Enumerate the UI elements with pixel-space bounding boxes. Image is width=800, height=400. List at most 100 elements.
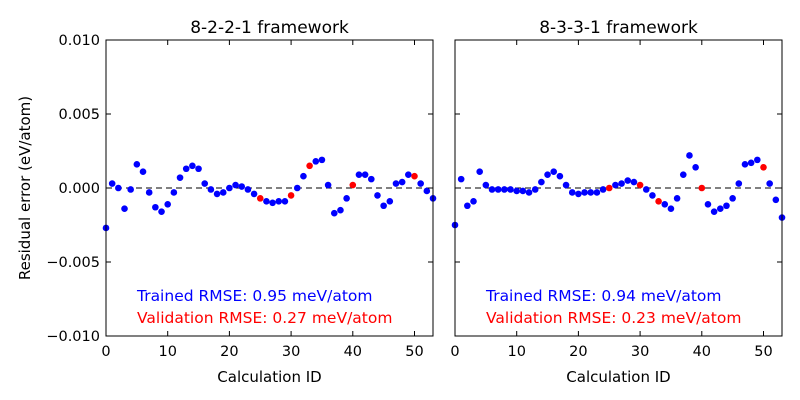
trained-point <box>488 186 496 193</box>
right-x-tick-label: 10 <box>507 344 525 360</box>
trained-point <box>417 180 424 187</box>
trained-point <box>343 195 350 202</box>
left-y-tick-label: −0.005 <box>46 255 100 271</box>
trained-point <box>562 181 570 189</box>
left-x-tick-label: 40 <box>344 344 362 360</box>
validation-point <box>306 162 313 170</box>
trained-point <box>568 189 576 196</box>
left-panel-title: 8-2-2-1 framework <box>190 18 349 38</box>
trained-point <box>170 189 178 196</box>
trained-point <box>269 199 276 207</box>
right-plot-frame <box>454 39 783 337</box>
trained-point <box>599 186 607 193</box>
right-x-tick-label: 50 <box>754 344 772 360</box>
trained-point <box>312 158 320 165</box>
trained-point <box>368 175 375 183</box>
trained-point <box>133 161 141 168</box>
trained-point <box>476 168 483 176</box>
trained-point <box>587 189 595 196</box>
trained-point <box>692 163 699 171</box>
trained-point <box>293 184 301 192</box>
validation-point <box>349 181 357 189</box>
trained-point <box>232 181 239 189</box>
trained-point <box>281 198 289 205</box>
trained-point <box>189 162 196 170</box>
trained-point <box>145 189 153 196</box>
left-x-tick-label: 10 <box>158 344 176 360</box>
right-x-tick-label: 20 <box>569 344 587 360</box>
trained-point <box>556 172 564 180</box>
left-y-tick-label: −0.010 <box>46 329 100 345</box>
trained-point <box>263 198 270 205</box>
left-x-tick-label: 0 <box>101 344 110 360</box>
right-trained-rmse: Trained RMSE: 0.94 meV/atom <box>485 287 721 305</box>
trained-point <box>457 175 465 183</box>
trained-point <box>525 189 533 196</box>
trained-point <box>470 198 477 205</box>
trained-point <box>182 165 190 173</box>
right-x-tick-label: 30 <box>631 344 649 360</box>
trained-point <box>550 168 558 176</box>
trained-point <box>723 202 730 210</box>
trained-point <box>754 156 761 164</box>
trained-point <box>318 156 326 164</box>
trained-point <box>195 165 202 173</box>
left-panel: 8-2-2-1 framework 0 10 20 30 40 50 −0.010 −0.00… <box>46 18 437 386</box>
trained-point <box>330 209 338 217</box>
validation-point <box>760 163 767 171</box>
left-y-tick-label: 0.000 <box>58 181 100 197</box>
left-x-tick-label: 30 <box>282 344 300 360</box>
trained-point <box>642 186 650 193</box>
left-plot-frame <box>105 39 434 337</box>
trained-point <box>464 202 471 210</box>
trained-point <box>250 190 258 198</box>
trained-point <box>219 189 227 196</box>
validation-point <box>411 172 418 180</box>
trained-point <box>176 174 184 181</box>
validation-point <box>605 184 613 192</box>
trained-point <box>380 202 387 210</box>
trained-point <box>337 206 344 214</box>
right-validation-rmse: Validation RMSE: 0.23 meV/atom <box>486 309 741 327</box>
trained-point <box>661 200 669 208</box>
trained-point <box>139 168 147 176</box>
validation-point <box>287 192 295 199</box>
trained-point <box>374 192 381 199</box>
trained-point <box>612 181 619 189</box>
trained-point <box>158 208 165 215</box>
left-data-points <box>102 156 437 232</box>
trained-point <box>531 186 539 193</box>
validation-point <box>655 198 662 205</box>
trained-point <box>618 180 625 187</box>
trained-point <box>710 208 718 215</box>
trained-point <box>729 195 736 202</box>
trained-point <box>207 186 215 193</box>
trained-point <box>398 178 406 186</box>
left-x-axis-label: Calculation ID <box>217 368 321 386</box>
trained-point <box>121 205 128 213</box>
right-panel-title: 8-3-3-1 framework <box>539 18 698 38</box>
trained-point <box>593 189 601 196</box>
trained-point <box>673 195 681 202</box>
trained-point <box>513 187 520 195</box>
trained-point <box>244 186 252 193</box>
left-axis-ticks: 0 10 20 30 40 50 −0.010 −0.005 0.000 0.005 0.010 <box>46 33 433 360</box>
right-x-axis-label: Calculation ID <box>566 368 670 386</box>
trained-point <box>324 181 332 189</box>
validation-point <box>256 195 264 202</box>
left-x-tick-label: 20 <box>220 344 238 360</box>
validation-point <box>698 184 706 192</box>
left-y-tick-label: 0.010 <box>58 33 100 49</box>
trained-point <box>164 200 171 208</box>
trained-point <box>275 198 283 205</box>
trained-point <box>544 171 551 178</box>
right-axis-ticks: 0 10 20 30 40 50 <box>450 39 782 360</box>
trained-point <box>735 180 743 187</box>
trained-point <box>386 198 394 205</box>
trained-point <box>115 184 122 192</box>
trained-point <box>501 186 508 193</box>
trained-point <box>238 183 246 190</box>
trained-point <box>127 186 134 193</box>
trained-point <box>423 187 431 195</box>
